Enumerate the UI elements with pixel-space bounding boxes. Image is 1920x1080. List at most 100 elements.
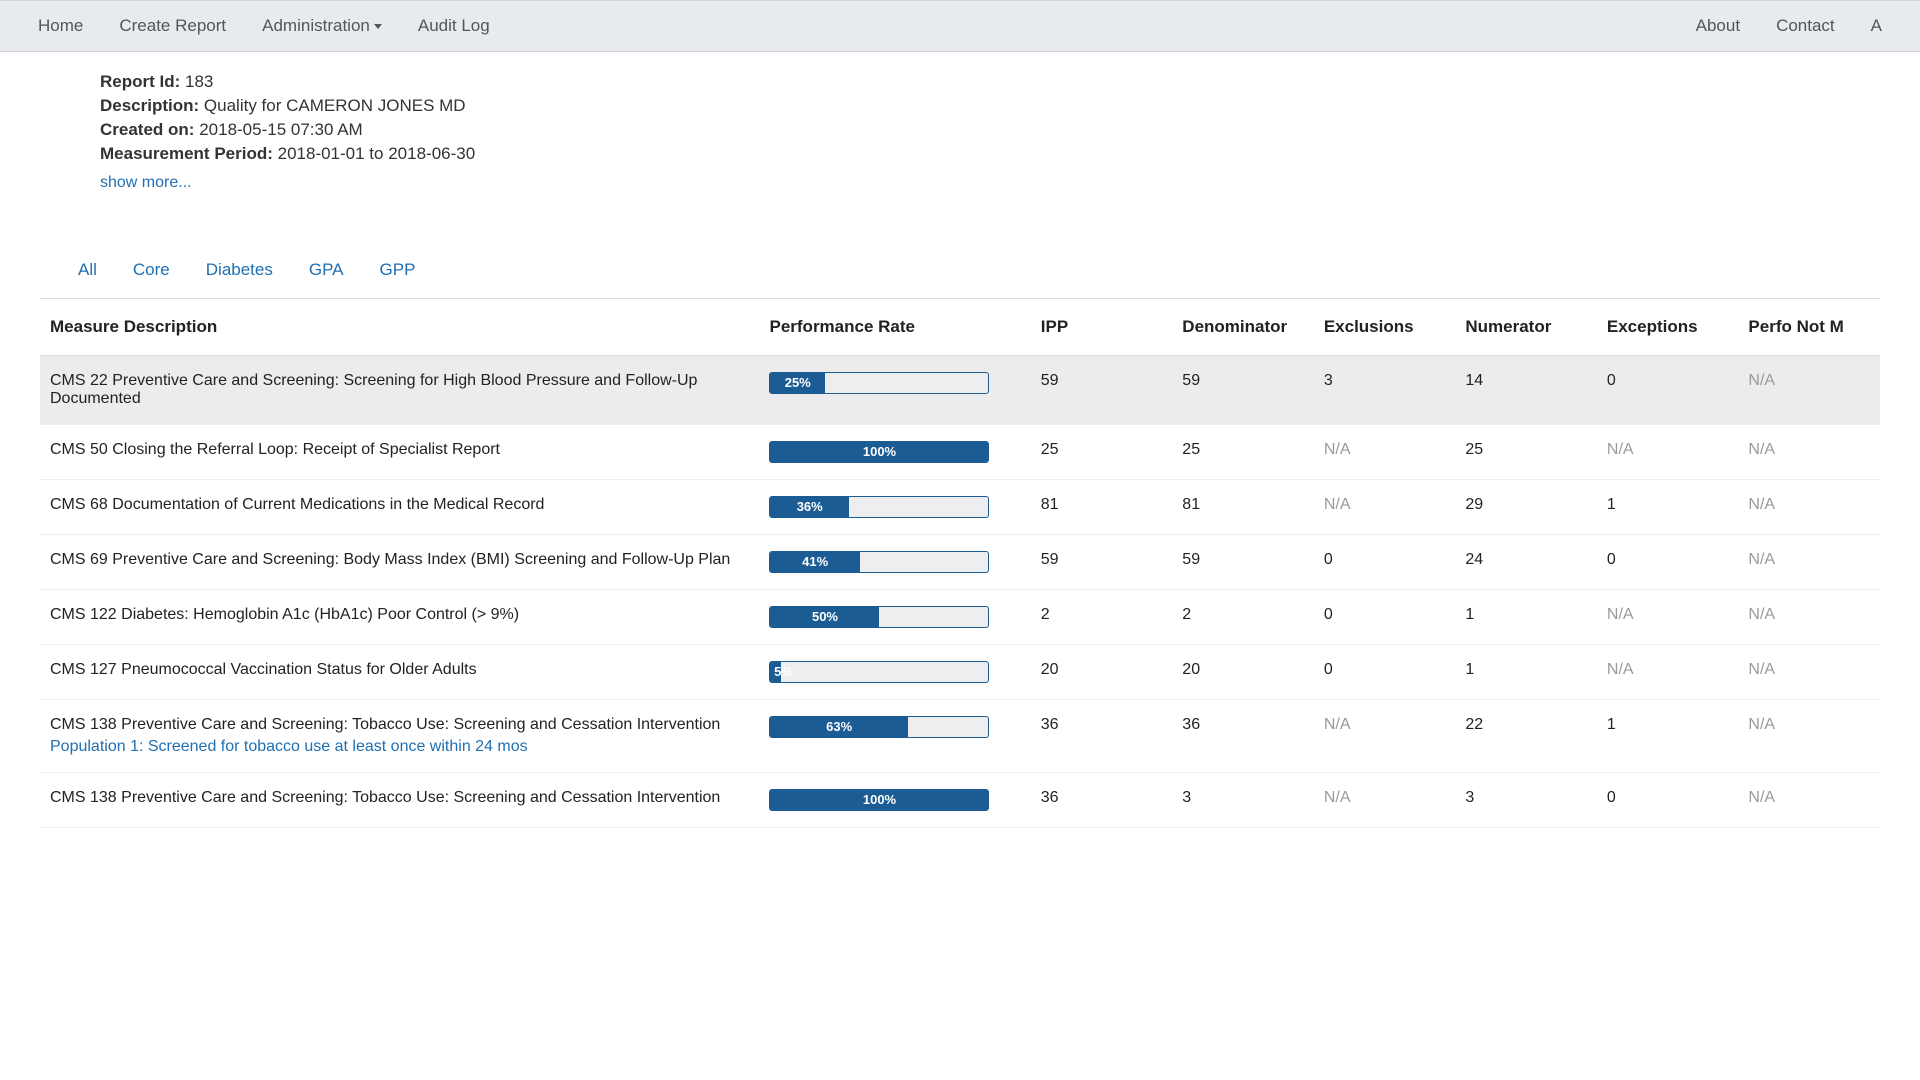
progress-label: 25% — [770, 373, 825, 393]
progress-bar: 100% — [769, 789, 989, 811]
meta-period-value: 2018-01-01 to 2018-06-30 — [278, 144, 476, 163]
column-header[interactable]: Perfo Not M — [1738, 299, 1880, 356]
cell-num: 22 — [1455, 700, 1597, 773]
cell-pnm: N/A — [1738, 356, 1880, 425]
progress-label: 41% — [770, 552, 859, 572]
cell-exc: N/A — [1597, 590, 1739, 645]
cell-ipp: 36 — [1031, 773, 1173, 828]
cell-performance-rate: 100% — [759, 425, 1030, 480]
table-header-row: Measure DescriptionPerformance RateIPPDe… — [40, 299, 1880, 356]
meta-report-id: Report Id: 183 — [100, 72, 1820, 92]
column-header[interactable]: Exclusions — [1314, 299, 1456, 356]
nav-item-home[interactable]: Home — [20, 2, 101, 50]
cell-excl: N/A — [1314, 425, 1456, 480]
progress-bar: 100% — [769, 441, 989, 463]
cell-excl: 0 — [1314, 535, 1456, 590]
progress-label: 63% — [770, 717, 907, 737]
nav-item-audit-log[interactable]: Audit Log — [400, 2, 508, 50]
filter-tabs: AllCoreDiabetesGPAGPP — [40, 252, 1880, 298]
meta-report-id-value: 183 — [185, 72, 213, 91]
nav-right: AboutContactA — [1678, 2, 1900, 50]
table-wrap: Measure DescriptionPerformance RateIPPDe… — [40, 298, 1880, 828]
table-row[interactable]: CMS 50 Closing the Referral Loop: Receip… — [40, 425, 1880, 480]
cell-num: 25 — [1455, 425, 1597, 480]
chevron-down-icon — [374, 24, 382, 29]
table-row[interactable]: CMS 22 Preventive Care and Screening: Sc… — [40, 356, 1880, 425]
cell-exc: 0 — [1597, 773, 1739, 828]
cell-pnm: N/A — [1738, 425, 1880, 480]
cell-denom: 2 — [1172, 590, 1314, 645]
progress-bar: 36% — [769, 496, 989, 518]
cell-denom: 20 — [1172, 645, 1314, 700]
report-meta: Report Id: 183 Description: Quality for … — [40, 62, 1880, 192]
cell-exc: N/A — [1597, 645, 1739, 700]
meta-created-label: Created on: — [100, 120, 194, 139]
column-header[interactable]: Denominator — [1172, 299, 1314, 356]
cell-performance-rate: 63% — [759, 700, 1030, 773]
cell-ipp: 81 — [1031, 480, 1173, 535]
cell-measure-description: CMS 138 Preventive Care and Screening: T… — [40, 700, 759, 773]
tab-all[interactable]: All — [60, 252, 115, 288]
meta-created-value: 2018-05-15 07:30 AM — [199, 120, 363, 139]
nav-item-about[interactable]: About — [1678, 2, 1758, 50]
show-more-link[interactable]: show more... — [100, 174, 192, 192]
meta-report-id-label: Report Id: — [100, 72, 180, 91]
cell-measure-description: CMS 127 Pneumococcal Vaccination Status … — [40, 645, 759, 700]
table-row[interactable]: CMS 68 Documentation of Current Medicati… — [40, 480, 1880, 535]
cell-excl: 0 — [1314, 645, 1456, 700]
progress-bar: 63% — [769, 716, 989, 738]
cell-denom: 3 — [1172, 773, 1314, 828]
table-row[interactable]: CMS 138 Preventive Care and Screening: T… — [40, 700, 1880, 773]
cell-pnm: N/A — [1738, 700, 1880, 773]
column-header[interactable]: Exceptions — [1597, 299, 1739, 356]
column-header[interactable]: Performance Rate — [759, 299, 1030, 356]
nav-left: HomeCreate ReportAdministrationAudit Log — [20, 2, 508, 50]
nav-item-create-report[interactable]: Create Report — [101, 2, 244, 50]
tab-diabetes[interactable]: Diabetes — [188, 252, 291, 288]
progress-bar: 41% — [769, 551, 989, 573]
cell-num: 29 — [1455, 480, 1597, 535]
tab-gpp[interactable]: GPP — [362, 252, 434, 288]
column-header[interactable]: IPP — [1031, 299, 1173, 356]
cell-measure-description: CMS 22 Preventive Care and Screening: Sc… — [40, 356, 759, 425]
progress-label: 100% — [770, 790, 988, 810]
cell-num: 14 — [1455, 356, 1597, 425]
cell-ipp: 59 — [1031, 356, 1173, 425]
cell-exc: 0 — [1597, 356, 1739, 425]
cell-performance-rate: 36% — [759, 480, 1030, 535]
cell-excl: N/A — [1314, 773, 1456, 828]
meta-period-label: Measurement Period: — [100, 144, 273, 163]
population-sublink[interactable]: Population 1: Screened for tobacco use a… — [50, 738, 749, 756]
cell-performance-rate: 50% — [759, 590, 1030, 645]
progress-label: 5% — [770, 662, 796, 682]
column-header[interactable]: Measure Description — [40, 299, 759, 356]
table-body: CMS 22 Preventive Care and Screening: Sc… — [40, 356, 1880, 828]
nav-item-contact[interactable]: Contact — [1758, 2, 1853, 50]
table-row[interactable]: CMS 69 Preventive Care and Screening: Bo… — [40, 535, 1880, 590]
meta-description-value: Quality for CAMERON JONES MD — [204, 96, 466, 115]
column-header[interactable]: Numerator — [1455, 299, 1597, 356]
table-row[interactable]: CMS 122 Diabetes: Hemoglobin A1c (HbA1c)… — [40, 590, 1880, 645]
cell-denom: 36 — [1172, 700, 1314, 773]
tab-gpa[interactable]: GPA — [291, 252, 362, 288]
cell-measure-description: CMS 69 Preventive Care and Screening: Bo… — [40, 535, 759, 590]
nav-item-administration[interactable]: Administration — [244, 2, 400, 50]
cell-performance-rate: 25% — [759, 356, 1030, 425]
cell-performance-rate: 5% — [759, 645, 1030, 700]
progress-bar: 50% — [769, 606, 989, 628]
cell-performance-rate: 100% — [759, 773, 1030, 828]
cell-ipp: 25 — [1031, 425, 1173, 480]
cell-pnm: N/A — [1738, 535, 1880, 590]
cell-exc: 1 — [1597, 480, 1739, 535]
cell-ipp: 20 — [1031, 645, 1173, 700]
cell-measure-description: CMS 50 Closing the Referral Loop: Receip… — [40, 425, 759, 480]
progress-label: 100% — [770, 442, 988, 462]
cell-excl: N/A — [1314, 700, 1456, 773]
table-row[interactable]: CMS 127 Pneumococcal Vaccination Status … — [40, 645, 1880, 700]
table-row[interactable]: CMS 138 Preventive Care and Screening: T… — [40, 773, 1880, 828]
cell-excl: N/A — [1314, 480, 1456, 535]
nav-item-a[interactable]: A — [1853, 2, 1900, 50]
progress-bar: 25% — [769, 372, 989, 394]
tab-core[interactable]: Core — [115, 252, 188, 288]
meta-period: Measurement Period: 2018-01-01 to 2018-0… — [100, 144, 1820, 164]
